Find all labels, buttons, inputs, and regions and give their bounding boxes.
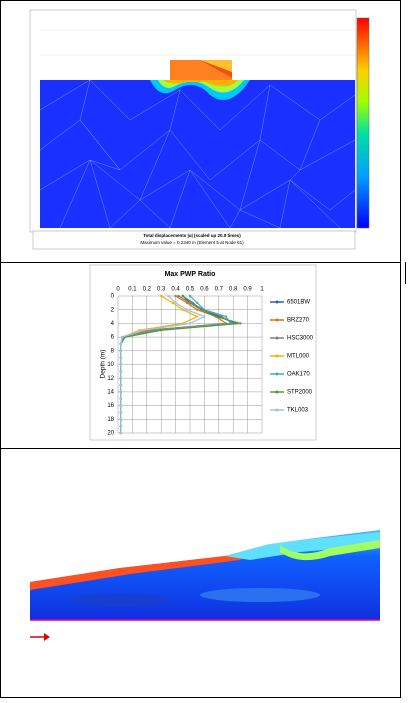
data-point <box>119 418 123 421</box>
legend-label: MTL000 <box>287 354 310 360</box>
data-point <box>119 411 123 414</box>
data-point <box>203 315 206 318</box>
legend-marker <box>275 318 279 322</box>
data-point <box>119 404 123 407</box>
data-point <box>121 335 124 339</box>
data-point <box>119 431 123 435</box>
y-tick-label: 4 <box>111 321 115 327</box>
data-point <box>200 308 203 311</box>
data-point <box>188 301 192 305</box>
data-point <box>167 294 170 298</box>
data-point <box>196 315 199 318</box>
data-point <box>188 294 192 298</box>
data-point <box>181 308 184 311</box>
legend-marker <box>275 336 279 340</box>
y-tick-label: 2 <box>111 307 115 313</box>
data-point <box>119 349 123 352</box>
data-point <box>191 301 195 305</box>
data-point <box>119 383 123 387</box>
data-point <box>119 377 123 380</box>
data-point <box>171 301 174 305</box>
data-point <box>160 329 163 332</box>
data-point <box>160 294 163 298</box>
x-tick-label: 1 <box>260 287 264 293</box>
y-tick-label: 12 <box>107 376 114 382</box>
figure-caption: Total displacements |u| (scaled up 20.0 … <box>143 233 241 238</box>
data-point <box>119 397 123 400</box>
data-point <box>214 315 218 318</box>
data-point <box>224 315 228 318</box>
data-point <box>188 322 192 325</box>
data-point <box>177 294 180 298</box>
x-tick-label: 0.7 <box>215 287 224 293</box>
chart-title: Max PWP Ratio <box>165 271 216 278</box>
x-tick-label: 0.6 <box>200 287 209 293</box>
data-point <box>119 424 123 428</box>
y-tick-label: 10 <box>107 362 114 368</box>
data-point <box>239 322 242 325</box>
legend-label: OAK170 <box>287 372 310 378</box>
y-axis-label: Depth (m) <box>100 350 107 379</box>
data-point <box>142 329 146 332</box>
figure-3 <box>30 530 380 641</box>
legend-label: 6501BW <box>287 300 310 306</box>
data-point <box>119 370 123 373</box>
y-tick-label: 0 <box>111 294 115 300</box>
legend-marker <box>275 390 279 394</box>
data-point <box>119 342 123 346</box>
data-point <box>119 363 123 366</box>
x-tick-label: 0.1 <box>128 287 137 293</box>
x-tick-label: 0.5 <box>186 287 195 293</box>
legend-label: STP2000 <box>287 390 313 396</box>
data-point <box>174 294 177 298</box>
data-point <box>181 294 184 298</box>
x-tick-label: 0.4 <box>171 287 180 293</box>
x-tick-label: 0.3 <box>157 287 166 293</box>
legend-label: BRZ270 <box>287 318 310 324</box>
legend-marker <box>275 372 279 376</box>
data-point <box>196 301 199 305</box>
legend-label: TKL003 <box>287 408 309 414</box>
y-tick-label: 8 <box>111 348 115 354</box>
legend-marker <box>275 408 279 412</box>
x-tick-label: 0 <box>116 287 120 293</box>
pwp-chart: Max PWP Ratio Depth (m) 0 0.1 0.2 0.3 0.4 0.5… <box>89 264 317 441</box>
x-tick-label: 0.2 <box>143 287 152 293</box>
data-point <box>185 301 189 305</box>
data-point <box>174 301 177 305</box>
figure-1: Total displacements |u| (scaled up 20.0 … <box>29 9 370 250</box>
data-point <box>196 308 199 311</box>
y-tick-label: 14 <box>107 389 114 395</box>
figure-caption: Maximum value = 0.2340 m (Element 5 at N… <box>140 240 244 245</box>
y-tick-label: 6 <box>111 335 115 341</box>
y-tick-label: 16 <box>107 403 114 409</box>
data-point <box>119 390 123 394</box>
legend-label: HSC3000 <box>287 336 314 342</box>
y-tick-label: 18 <box>107 417 114 423</box>
y-tick-label: 20 <box>107 431 114 437</box>
x-tick-label: 0.9 <box>243 287 252 293</box>
data-point <box>185 308 189 311</box>
data-point <box>119 356 123 359</box>
x-tick-label: 0.8 <box>229 287 238 293</box>
legend-marker <box>275 354 279 358</box>
legend-marker <box>275 300 279 304</box>
